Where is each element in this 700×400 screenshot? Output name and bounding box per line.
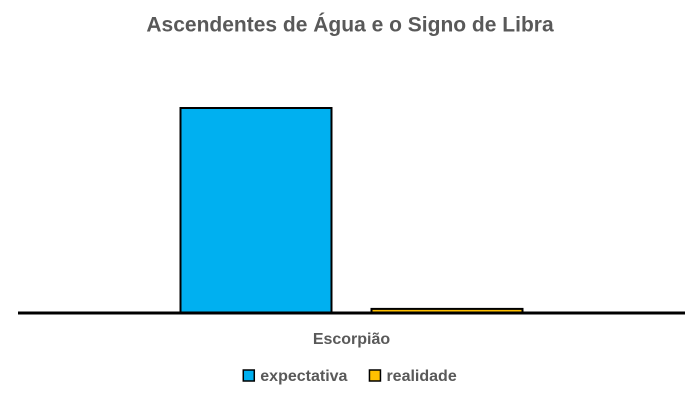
x-tick-label: Escorpião <box>313 331 391 348</box>
bar <box>179 107 333 314</box>
chart-title: Ascendentes de Água e o Signo de Libra <box>146 14 554 37</box>
legend-swatch <box>368 369 382 382</box>
legend-swatch <box>242 369 256 382</box>
legend-label: expectativa <box>260 368 347 385</box>
legend-label: realidade <box>386 368 456 385</box>
